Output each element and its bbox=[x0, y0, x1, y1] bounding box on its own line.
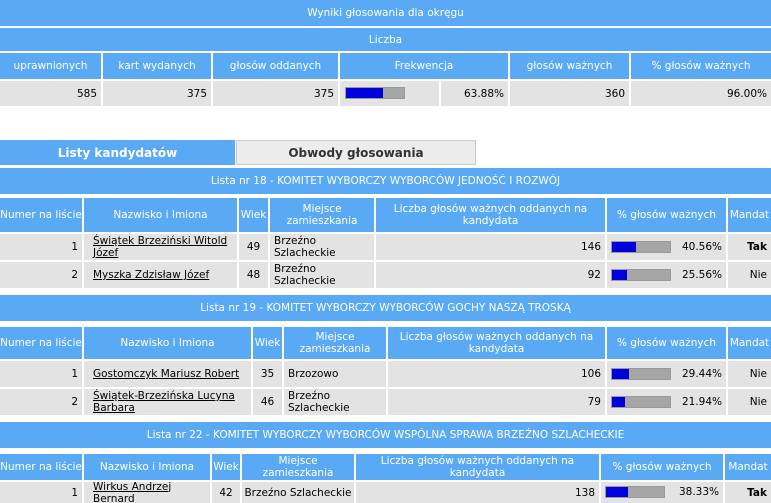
votes-bar bbox=[605, 486, 665, 498]
row-bar-cell: 38.33% bbox=[601, 482, 723, 503]
col-nazwisko: Nazwisko i Imiona bbox=[84, 454, 210, 480]
frekwencja-bar bbox=[345, 87, 405, 99]
row-age: 49 bbox=[239, 234, 268, 260]
col-mandat: Mandat bbox=[728, 198, 771, 232]
value-kart-wydanych: 375 bbox=[103, 81, 211, 106]
row-age: 46 bbox=[253, 389, 282, 415]
frekwencja-bar-cell bbox=[340, 81, 439, 106]
col-procent: % głosów ważnych bbox=[607, 327, 726, 359]
candidate-link[interactable]: Świątek Brzeziński Witold Józef bbox=[93, 235, 228, 259]
col-glosow-waznych: głosów ważnych bbox=[510, 53, 629, 79]
row-mandate: Nie bbox=[728, 361, 771, 387]
row-nr: 1 bbox=[0, 234, 82, 260]
col-glosy: Liczba głosów ważnych oddanych na kandyd… bbox=[388, 327, 605, 359]
row-votes: 138 bbox=[356, 482, 599, 503]
row-pct: 25.56% bbox=[681, 269, 722, 281]
row-bar-cell: 25.56% bbox=[607, 262, 726, 288]
col-procent-waznych: % głosów ważnych bbox=[631, 53, 771, 79]
row-place: Brzeźno Szlacheckie bbox=[242, 482, 354, 503]
row-mandate: Nie bbox=[728, 389, 771, 415]
row-nr: 2 bbox=[0, 389, 82, 415]
votes-bar-fill bbox=[606, 487, 629, 497]
col-numer: Numer na liście bbox=[0, 198, 82, 232]
row-mandate: Nie bbox=[728, 262, 771, 288]
row-bar-cell: 21.94% bbox=[607, 389, 726, 415]
col-nazwisko: Nazwisko i Imiona bbox=[84, 327, 251, 359]
value-glosow-waznych: 360 bbox=[510, 81, 629, 106]
row-bar-cell: 40.56% bbox=[607, 234, 726, 260]
summary-subtitle: Liczba bbox=[0, 28, 771, 51]
candidate-link[interactable]: Wirkus Andrzej Bernard bbox=[93, 480, 172, 503]
votes-bar-fill bbox=[612, 397, 625, 407]
row-votes: 106 bbox=[388, 361, 605, 387]
frekwencja-bar-fill bbox=[346, 88, 384, 98]
col-wiek: Wiek bbox=[212, 454, 240, 480]
col-miejsce: Miejsce zamieszkania bbox=[242, 454, 354, 480]
row-place: Brzeźno Szlacheckie bbox=[270, 234, 374, 260]
row-bar-cell: 29.44% bbox=[607, 361, 726, 387]
row-votes: 79 bbox=[388, 389, 605, 415]
votes-bar-fill bbox=[612, 242, 636, 252]
col-glosy: Liczba głosów ważnych oddanych na kandyd… bbox=[356, 454, 599, 480]
row-age: 48 bbox=[239, 262, 268, 288]
candidate-link[interactable]: Gostomczyk Mariusz Robert bbox=[93, 368, 240, 380]
col-wiek: Wiek bbox=[253, 327, 282, 359]
votes-bar bbox=[611, 269, 671, 281]
row-nr: 1 bbox=[0, 482, 82, 503]
row-pct: 40.56% bbox=[681, 241, 722, 253]
tab-listy-kandydatow[interactable]: Listy kandydatów bbox=[0, 140, 235, 165]
col-glosow-oddanych: głosów oddanych bbox=[213, 53, 338, 79]
row-name: Wirkus Andrzej Bernard bbox=[84, 480, 210, 503]
votes-bar-fill bbox=[612, 369, 630, 379]
value-frekwencja: 63.88% bbox=[441, 81, 508, 106]
votes-bar bbox=[611, 368, 671, 380]
row-mandate: Tak bbox=[728, 234, 771, 260]
row-mandate: Tak bbox=[725, 482, 771, 503]
row-pct: 38.33% bbox=[678, 486, 719, 498]
col-uprawnionych: uprawnionych bbox=[0, 53, 101, 79]
row-name: Świątek-Brzezińska Lucyna Barbara bbox=[84, 389, 251, 415]
row-votes: 146 bbox=[376, 234, 605, 260]
list-19-title: Lista nr 19 - KOMITET WYBORCZY WYBORCÓW … bbox=[0, 295, 771, 321]
summary-title: Wyniki głosowania dla okręgu bbox=[0, 0, 771, 26]
col-numer: Numer na liście bbox=[0, 327, 82, 359]
row-nr: 1 bbox=[0, 361, 82, 387]
list-22-title: Lista nr 22 - KOMITET WYBORCZY WYBORCÓW … bbox=[0, 422, 771, 448]
col-miejsce: Miejsce zamieszkania bbox=[270, 198, 374, 232]
list-18-title: Lista nr 18 - KOMITET WYBORCZY WYBORCÓW … bbox=[0, 168, 771, 194]
candidate-link[interactable]: Myszka Zdzisław Józef bbox=[93, 269, 210, 281]
row-name: Świątek Brzeziński Witold Józef bbox=[84, 234, 237, 260]
row-name: Gostomczyk Mariusz Robert bbox=[84, 361, 251, 387]
col-frekwencja: Frekwencja bbox=[340, 53, 508, 79]
col-procent: % głosów ważnych bbox=[601, 454, 723, 480]
col-kart-wydanych: kart wydanych bbox=[103, 53, 211, 79]
col-mandat: Mandat bbox=[725, 454, 771, 480]
row-votes: 92 bbox=[376, 262, 605, 288]
col-procent: % głosów ważnych bbox=[607, 198, 726, 232]
value-procent-waznych: 96.00% bbox=[631, 81, 771, 106]
col-nazwisko: Nazwisko i Imiona bbox=[84, 198, 237, 232]
row-place: Brzeźno Szlacheckie bbox=[270, 262, 374, 288]
votes-bar bbox=[611, 241, 671, 253]
row-age: 35 bbox=[253, 361, 282, 387]
col-miejsce: Miejsce zamieszkania bbox=[284, 327, 386, 359]
row-pct: 21.94% bbox=[681, 396, 722, 408]
col-mandat: Mandat bbox=[728, 327, 771, 359]
row-place: Brzozowo bbox=[284, 361, 386, 387]
value-glosow-oddanych: 375 bbox=[213, 81, 338, 106]
row-nr: 2 bbox=[0, 262, 82, 288]
value-uprawnionych: 585 bbox=[0, 81, 101, 106]
candidate-link[interactable]: Świątek-Brzezińska Lucyna Barbara bbox=[93, 390, 235, 414]
votes-bar bbox=[611, 396, 671, 408]
votes-bar-fill bbox=[612, 270, 627, 280]
col-numer: Numer na liście bbox=[0, 454, 82, 480]
col-wiek: Wiek bbox=[239, 198, 268, 232]
col-glosy: Liczba głosów ważnych oddanych na kandyd… bbox=[376, 198, 605, 232]
row-name: Myszka Zdzisław Józef bbox=[84, 262, 237, 288]
tab-obwody-glosowania[interactable]: Obwody głosowania bbox=[236, 140, 476, 165]
row-place: Brzeźno Szlacheckie bbox=[284, 389, 386, 415]
row-pct: 29.44% bbox=[681, 368, 722, 380]
row-age: 42 bbox=[212, 482, 240, 503]
